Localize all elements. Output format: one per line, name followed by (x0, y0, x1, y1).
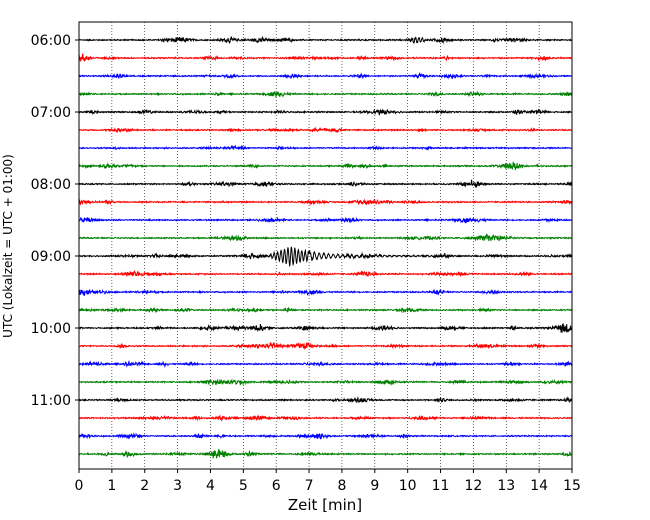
trace-row-0945 (78, 306, 573, 314)
trace-row-0600 (78, 35, 573, 45)
vertical-grid (111, 22, 540, 469)
trace-row-0630 (78, 71, 573, 80)
x-tick-label: 7 (305, 478, 314, 494)
x-tick-label: 10 (399, 478, 417, 494)
x-axis-label: Zeit [min] (288, 496, 362, 514)
trace-row-0815 (78, 198, 573, 206)
plot-frame (78, 21, 573, 470)
trace-row-1130 (78, 432, 573, 440)
y-tick-label: 07:00 (31, 105, 71, 121)
x-tick-label: 5 (239, 478, 248, 494)
x-tick-label: 4 (206, 478, 215, 494)
seismogram-traces (78, 35, 573, 460)
trace-row-0745 (78, 161, 573, 171)
trace-row-0915 (78, 269, 573, 278)
x-tick-label: 15 (563, 478, 581, 494)
trace-row-0730 (78, 144, 573, 151)
x-tick-label: 13 (497, 478, 515, 494)
y-tick-label: 06:00 (31, 33, 71, 49)
x-tick-label: 11 (432, 478, 450, 494)
x-tick-label: 2 (140, 478, 149, 494)
trace-row-0900 (78, 246, 573, 267)
y-tick-label: 08:00 (31, 177, 71, 193)
x-tick-label: 0 (75, 478, 84, 494)
trace-row-0930 (78, 288, 573, 296)
x-tick-label: 8 (337, 478, 346, 494)
trace-row-0615 (78, 53, 573, 62)
x-tick-label: 6 (272, 478, 281, 494)
trace-row-1000 (78, 323, 573, 334)
trace-row-0845 (78, 233, 573, 242)
trace-row-1100 (78, 395, 573, 404)
trace-row-1115 (78, 414, 573, 422)
trace-row-0830 (78, 216, 573, 224)
y-axis-ticks: 06:00 07:00 08:00 09:00 10:00 11:00 (31, 33, 79, 409)
x-tick-label: 12 (464, 478, 482, 494)
x-tick-label: 9 (370, 478, 379, 494)
trace-row-0700 (78, 108, 573, 116)
trace-row-1045 (78, 378, 573, 386)
x-tick-label: 3 (173, 478, 182, 494)
trace-row-1015 (78, 341, 573, 351)
x-tick-label: 1 (107, 478, 116, 494)
trace-row-0715 (78, 126, 573, 133)
y-tick-label: 11:00 (31, 393, 71, 409)
y-tick-label: 09:00 (31, 249, 71, 265)
y-tick-label: 10:00 (31, 321, 71, 337)
trace-row-1030 (78, 360, 573, 369)
y-axis-label: UTC (Lokalzeit = UTC + 01:00) (1, 154, 15, 338)
trace-row-0645 (78, 90, 573, 98)
trace-row-1145 (78, 449, 573, 460)
trace-row-0800 (78, 179, 573, 188)
x-axis-ticks: 0 1 2 3 4 5 6 7 8 9 10 11 12 13 14 15 (75, 469, 581, 494)
x-tick-label: 14 (530, 478, 548, 494)
